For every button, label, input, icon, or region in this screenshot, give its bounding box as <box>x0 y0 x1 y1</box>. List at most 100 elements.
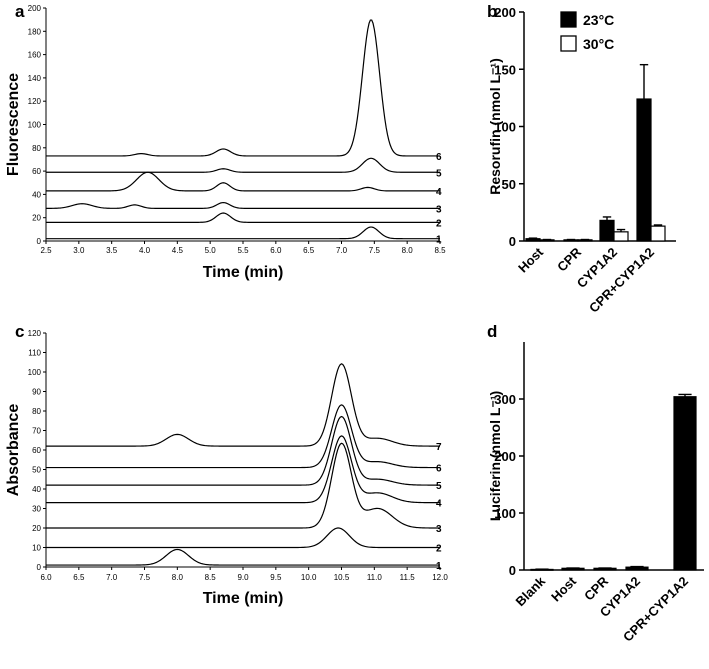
y-tick-label: 100 <box>28 121 42 130</box>
x-tick-label: 11.0 <box>367 573 383 582</box>
x-tick-label: 10.5 <box>334 573 350 582</box>
x-tick-label: 5.5 <box>237 246 249 255</box>
y-tick-label: 200 <box>494 5 516 20</box>
x-tick-label: 8.5 <box>205 573 217 582</box>
y-tick-label: 120 <box>28 329 42 338</box>
x-tick-label: 5.0 <box>205 246 217 255</box>
trace-2 <box>46 212 440 223</box>
bar-30°C-CPR+CYP1A2 <box>650 225 666 242</box>
x-tick-label: 6.5 <box>303 246 315 255</box>
x-tick-label: 12.0 <box>432 573 448 582</box>
panel-label-b: b <box>487 2 497 21</box>
trace-label-4: 4 <box>436 499 442 510</box>
trace-label-3: 3 <box>436 204 442 215</box>
y-tick-label: 100 <box>494 120 516 135</box>
x-tick-label: 7.0 <box>106 573 118 582</box>
trace-label-6: 6 <box>436 464 442 475</box>
y-tick-label: 0 <box>37 237 42 246</box>
trace-label-3: 3 <box>436 524 442 535</box>
x-tick-label: 6.0 <box>40 573 52 582</box>
y-axis-title: Resorufin (nmol L⁻¹) <box>487 58 503 195</box>
x-tick-label: 7.0 <box>336 246 348 255</box>
category-label: CPR <box>554 244 584 274</box>
panel-c: c 0 10 20 30 40 50 60 70 80 90 100 110 120 6.0 6.5 7.0 7.… <box>5 322 448 607</box>
x-tick-label: 9.0 <box>237 573 249 582</box>
y-tick-label: 30 <box>32 505 41 514</box>
y-tick-label: 10 <box>32 544 41 553</box>
category-label: CPR+CYP1A2 <box>586 245 657 316</box>
x-tick-label: 7.5 <box>369 246 381 255</box>
trace-label-1: 1 <box>436 235 442 246</box>
trace-label-1: 1 <box>436 561 442 572</box>
category-label: Host <box>515 244 547 276</box>
y-tick-label: 50 <box>32 466 41 475</box>
trace-5 <box>46 157 440 173</box>
category-label: Host <box>548 573 580 605</box>
trace-6 <box>46 19 440 157</box>
legend-label-30°C: 30°C <box>583 36 614 52</box>
y-tick-label: 140 <box>28 74 42 83</box>
trace-label-2: 2 <box>436 544 442 555</box>
x-tick-label: 2.5 <box>40 246 52 255</box>
bar-30°C-CYP1A2 <box>613 231 629 242</box>
y-tick-label: 80 <box>32 407 41 416</box>
y-tick-label: 110 <box>28 349 41 358</box>
trace-7 <box>46 363 440 447</box>
trace-3 <box>46 201 440 209</box>
trace-5 <box>46 415 440 486</box>
x-tick-label: 9.5 <box>270 573 282 582</box>
panel-label-a: a <box>15 2 25 21</box>
y-tick-label: 90 <box>32 388 41 397</box>
x-tick-label: 4.5 <box>172 246 184 255</box>
x-tick-label: 8.0 <box>172 573 184 582</box>
y-tick-label: 0 <box>509 563 516 578</box>
x-tick-label: 8.0 <box>402 246 414 255</box>
x-axis-title: Time (min) <box>203 264 284 281</box>
x-tick-label: 4.0 <box>139 246 151 255</box>
y-axis-title: Luciferin (nmol L⁻¹) <box>487 391 503 521</box>
y-tick-label: 200 <box>494 449 516 464</box>
trace-label-2: 2 <box>436 218 442 229</box>
x-tick-label: 11.5 <box>400 573 416 582</box>
y-tick-label: 200 <box>28 4 42 13</box>
x-tick-label: 6.5 <box>73 573 85 582</box>
y-tick-label: 20 <box>32 524 41 533</box>
category-label: Blank <box>512 573 548 609</box>
x-tick-label: 8.5 <box>434 246 446 255</box>
y-tick-label: 100 <box>494 506 516 521</box>
x-tick-label: 10.0 <box>301 573 317 582</box>
trace-label-7: 7 <box>436 442 442 453</box>
x-tick-label: 7.5 <box>139 573 151 582</box>
trace-2 <box>46 527 440 549</box>
y-tick-label: 40 <box>32 485 41 494</box>
legend-swatch-23°C <box>560 11 577 28</box>
y-tick-label: 50 <box>502 177 516 192</box>
y-tick-label: 60 <box>32 446 41 455</box>
x-tick-label: 6.0 <box>270 246 282 255</box>
bar-value-CPR+CYP1A2 <box>673 396 697 571</box>
trace-label-4: 4 <box>436 187 442 198</box>
bar-23°C-CYP1A2 <box>599 219 615 242</box>
y-tick-label: 40 <box>32 190 41 199</box>
bar-23°C-CPR+CYP1A2 <box>636 98 652 242</box>
trace-4 <box>46 435 440 504</box>
trace-1 <box>46 548 440 566</box>
y-tick-label: 0 <box>509 234 516 249</box>
legend-swatch-30°C <box>560 35 577 52</box>
panel-label-c: c <box>15 322 24 341</box>
trace-4 <box>46 171 440 192</box>
y-tick-label: 300 <box>494 392 516 407</box>
y-tick-label: 60 <box>32 167 41 176</box>
y-tick-label: 80 <box>32 144 41 153</box>
y-tick-label: 150 <box>494 62 516 77</box>
y-tick-label: 70 <box>32 427 41 436</box>
bar-23°C-Host <box>525 238 541 242</box>
panel-a: a 0 20 40 60 80 100 120 140 160 180 200 2.5 3.0 3.5 4.0… <box>5 2 446 281</box>
y-axis-title: Fluorescence <box>5 73 22 176</box>
x-axis-title: Time (min) <box>203 590 284 607</box>
trace-label-5: 5 <box>436 168 442 179</box>
x-tick-label: 3.0 <box>73 246 85 255</box>
